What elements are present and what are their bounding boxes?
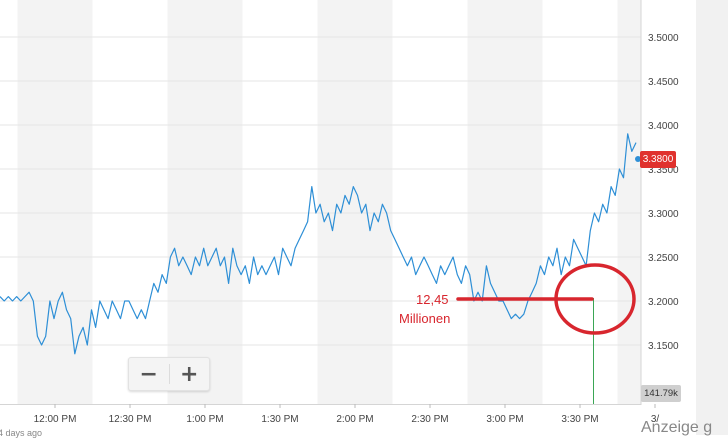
last-price-dot <box>635 156 641 162</box>
ad-label[interactable]: Anzeige g <box>641 419 713 436</box>
time-band <box>167 0 243 404</box>
time-band <box>17 0 93 404</box>
y-tick-label: 3.4000 <box>648 121 679 132</box>
annotation-value: 12,45 <box>416 292 449 307</box>
y-tick-label: 3.2500 <box>648 253 679 264</box>
y-tick-label: 3.2000 <box>648 297 679 308</box>
x-tick-label: 2:30 PM <box>411 414 448 425</box>
time-band <box>92 0 168 404</box>
x-tick-label: 12:00 PM <box>34 414 77 425</box>
time-band <box>467 0 543 404</box>
zoom-in-button[interactable]: + <box>180 361 199 387</box>
y-tick-label: 3.5000 <box>648 33 679 44</box>
time-ago-label: 4 days ago <box>0 428 43 438</box>
time-band <box>542 0 618 404</box>
x-tick-label: 3:00 PM <box>486 414 523 425</box>
zoom-divider <box>168 364 170 384</box>
x-tick-label: 1:00 PM <box>186 414 223 425</box>
annotation-circle <box>554 263 636 335</box>
x-tick-label: 1:30 PM <box>261 414 298 425</box>
x-tick-label: 3:30 PM <box>561 414 598 425</box>
y-tick-label: 3.3500 <box>648 165 679 176</box>
time-band <box>242 0 318 404</box>
y-tick-label: 3.4500 <box>648 77 679 88</box>
price-line <box>0 133 637 355</box>
zoom-out-button[interactable]: − <box>139 361 158 387</box>
x-tick-label: 12:30 PM <box>109 414 152 425</box>
time-band <box>392 0 468 404</box>
time-band <box>317 0 393 404</box>
x-tick-label: 3/ <box>651 414 660 425</box>
annotation-unit: Millionen <box>399 311 451 326</box>
zoom-controls: − + <box>128 357 210 391</box>
price-axis-background <box>641 0 696 405</box>
chart-right-panel <box>696 0 728 435</box>
current-price-badge: 3.3800 <box>640 151 676 168</box>
x-tick-label: 2:00 PM <box>336 414 373 425</box>
volume-badge: 141.79k <box>641 385 681 402</box>
y-tick-label: 3.1500 <box>648 341 679 352</box>
y-tick-label: 3.3000 <box>648 209 679 220</box>
